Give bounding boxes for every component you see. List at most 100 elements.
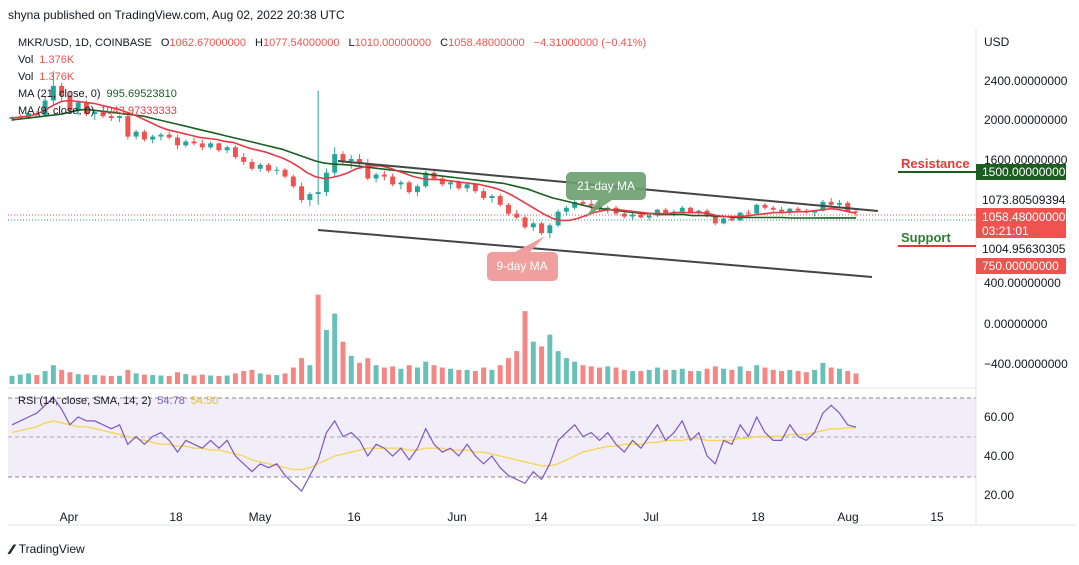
volume-bar bbox=[563, 358, 569, 384]
candle-body bbox=[42, 100, 48, 116]
candle-body bbox=[638, 214, 644, 218]
candle-body bbox=[232, 147, 238, 158]
volume-bar bbox=[646, 369, 652, 384]
candle-body bbox=[241, 157, 247, 162]
legend-vol2-label: Vol bbox=[18, 71, 33, 83]
candle-body bbox=[621, 213, 627, 217]
volume-bar bbox=[597, 367, 602, 384]
volume-bar bbox=[448, 368, 454, 384]
candle-body bbox=[158, 134, 164, 137]
legend-rsi-sma: 54.50 bbox=[191, 395, 219, 407]
candle-body bbox=[299, 186, 305, 200]
ma9-callout: 9-day MA bbox=[487, 236, 558, 281]
volume-bar bbox=[257, 373, 263, 384]
candle-body bbox=[373, 174, 379, 179]
svg-text:MA (9, close, 0)1043.97333333: MA (9, close, 0) 1043.97333333 bbox=[18, 105, 177, 117]
volume-bar bbox=[762, 367, 768, 384]
candle-body bbox=[100, 112, 106, 117]
volume-bar bbox=[133, 373, 139, 384]
volume-bar bbox=[481, 367, 487, 384]
rsi-sma-line bbox=[11, 420, 856, 471]
volume-bar bbox=[150, 375, 156, 384]
volume-bar bbox=[456, 369, 462, 384]
candle-body bbox=[812, 210, 818, 213]
price-tick: 2400.00000000 bbox=[984, 74, 1068, 88]
candle-body bbox=[414, 186, 420, 193]
svg-text:RSI (14, close, SMA, 14, 2)54.: RSI (14, close, SMA, 14, 2) 54.78 54.50 bbox=[18, 395, 218, 407]
candle-body bbox=[406, 182, 412, 193]
candle-body bbox=[588, 203, 594, 206]
candle-body bbox=[117, 116, 123, 119]
price-tick: 1600.00000000 bbox=[984, 153, 1068, 167]
volume-bar bbox=[199, 374, 205, 384]
volume-bar bbox=[745, 371, 751, 384]
candle-body bbox=[398, 182, 404, 185]
price-tick: 400.00000000 bbox=[984, 276, 1061, 290]
candle-body bbox=[729, 218, 735, 221]
legend-c-value: 1058.48000000 bbox=[448, 37, 524, 49]
x-tick: 14 bbox=[534, 510, 548, 524]
x-tick: 18 bbox=[751, 510, 765, 524]
candle-body bbox=[572, 201, 578, 208]
candle-body bbox=[489, 196, 495, 198]
candle-body bbox=[853, 211, 859, 213]
volume-bar bbox=[266, 374, 271, 384]
tag-750: 750.00000000 bbox=[982, 259, 1059, 273]
tag-1073: 1073.80509394 bbox=[982, 193, 1066, 207]
legend-rsi-label: RSI (14, close, SMA, 14, 2) bbox=[18, 395, 151, 407]
volume-bar bbox=[357, 362, 363, 384]
volume-bar bbox=[828, 367, 834, 384]
volume-bar bbox=[26, 373, 32, 384]
x-tick: Jun bbox=[447, 510, 466, 524]
volume-bar bbox=[621, 369, 627, 384]
candle-body bbox=[580, 201, 586, 204]
legend-change: −4.31000000 (−0.41%) bbox=[534, 37, 647, 49]
candle-body bbox=[679, 207, 685, 212]
candle-body bbox=[249, 161, 255, 169]
x-tick: 15 bbox=[930, 510, 944, 524]
volume-bar bbox=[166, 376, 172, 384]
volume-bar bbox=[83, 374, 89, 384]
legend-ma21-label: MA (21, close, 0) bbox=[18, 88, 101, 100]
volume-bar bbox=[688, 371, 693, 384]
volume-bar bbox=[439, 367, 445, 384]
volume-bar bbox=[232, 373, 238, 384]
candle-body bbox=[282, 169, 288, 177]
volume-bar bbox=[414, 367, 420, 384]
volume-bar bbox=[555, 351, 561, 384]
volume-bar bbox=[125, 369, 131, 384]
x-tick: Apr bbox=[60, 510, 79, 524]
candle-body bbox=[224, 147, 230, 151]
x-tick: May bbox=[249, 510, 272, 524]
candle-body bbox=[497, 196, 503, 205]
volume-bar bbox=[17, 374, 23, 384]
volume-bar bbox=[282, 373, 288, 384]
volume-bar bbox=[373, 365, 379, 384]
volume-bar bbox=[605, 366, 611, 384]
candle-body bbox=[307, 194, 313, 200]
candle-body bbox=[208, 143, 214, 148]
volume-bar bbox=[390, 366, 396, 384]
candle-body bbox=[381, 174, 387, 177]
volume-bar bbox=[290, 367, 296, 384]
volume-bar bbox=[580, 365, 586, 384]
volume-bar bbox=[108, 376, 114, 384]
volume-bars bbox=[9, 294, 859, 384]
candle-body bbox=[348, 159, 354, 161]
volume-bar bbox=[464, 369, 470, 384]
volume-bar bbox=[704, 368, 710, 384]
price-tick: 0.00000000 bbox=[984, 317, 1048, 331]
volume-bar bbox=[59, 369, 65, 384]
candle-body bbox=[836, 202, 842, 205]
volume-bar bbox=[547, 334, 553, 384]
time-axis: Apr 18 May 16 Jun 14 Jul 18 Aug 15 bbox=[60, 510, 944, 524]
x-tick: 18 bbox=[169, 510, 183, 524]
axis-currency: USD bbox=[984, 35, 1010, 49]
volume-bar bbox=[75, 374, 81, 384]
candle-body bbox=[199, 143, 205, 148]
volume-bar bbox=[216, 376, 222, 384]
volume-bar bbox=[183, 374, 189, 384]
volume-bar bbox=[588, 366, 594, 384]
volume-bar bbox=[307, 365, 313, 384]
